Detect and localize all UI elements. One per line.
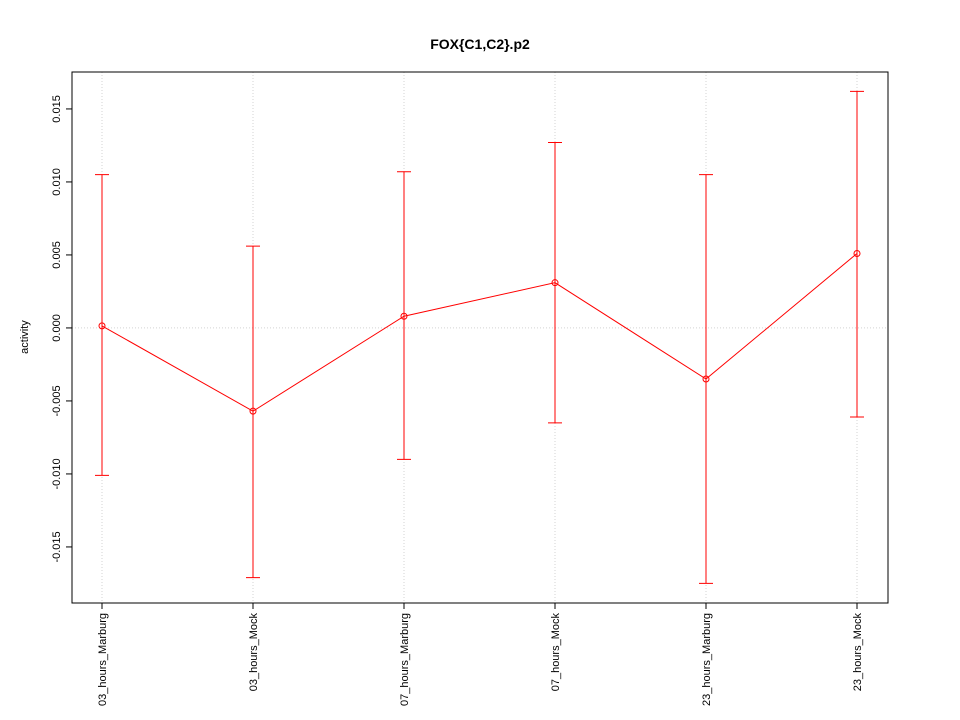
data-point: [551, 279, 559, 287]
error-bar: [850, 90, 864, 418]
x-tick-label: 07_hours_Marburg: [399, 613, 411, 706]
error-bar: [246, 245, 260, 579]
data-point: [853, 249, 861, 257]
x-tick-label: 03_hours_Mock: [248, 613, 260, 692]
x-tick-label: 03_hours_Marburg: [97, 613, 109, 706]
y-tick-label: -0.015: [51, 531, 63, 562]
plot-frame: [71, 71, 889, 604]
x-tick-label: 23_hours_Mock: [852, 613, 864, 692]
y-tick-label: 0.000: [51, 314, 63, 342]
chart-title: FOX{C1,C2}.p2: [430, 36, 530, 52]
y-tick-label: -0.010: [51, 458, 63, 489]
data-point: [400, 312, 408, 320]
x-tick-label: 23_hours_Marburg: [701, 613, 713, 706]
y-tick-label: -0.005: [51, 385, 63, 416]
data-point: [249, 407, 257, 415]
x-tick-label: 07_hours_Mock: [550, 613, 562, 692]
y-tick-label: 0.010: [51, 168, 63, 196]
y-tick-label: 0.005: [51, 241, 63, 269]
data-point: [702, 375, 710, 383]
error-bar: [95, 174, 109, 476]
data-point: [98, 322, 106, 330]
data-line: [101, 253, 858, 412]
y-axis-label: activity: [19, 320, 31, 354]
error-bar: [397, 171, 411, 460]
y-tick-label: 0.015: [51, 95, 63, 123]
